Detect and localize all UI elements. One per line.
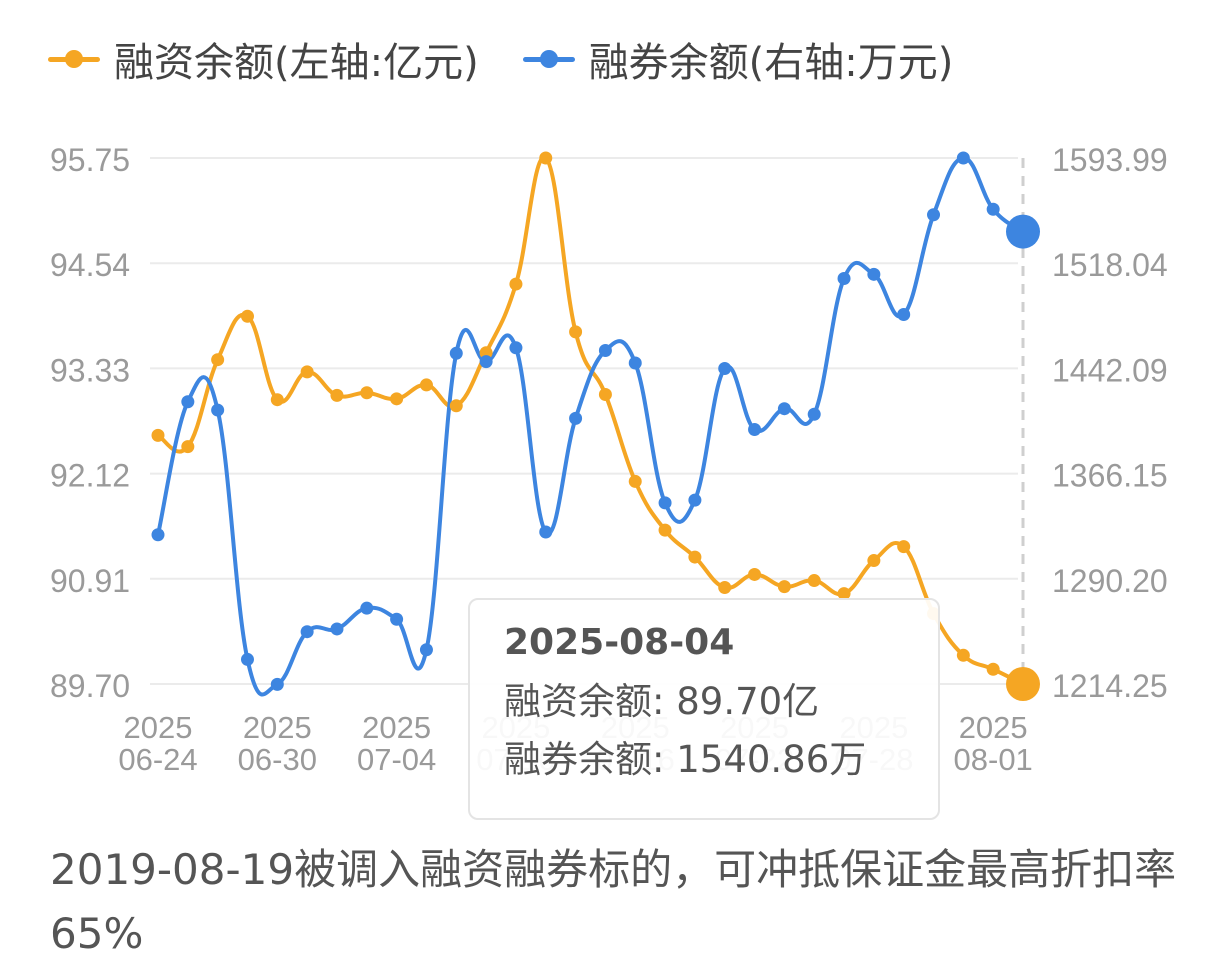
data-point-financing [419, 378, 433, 392]
data-point-securities [151, 528, 165, 542]
y-right-tick-label: 1214.25 [1052, 668, 1168, 704]
legend-item-securities[interactable]: 融券余额(右轴:万元) [522, 30, 954, 88]
data-point-securities [598, 344, 612, 358]
data-point-securities [986, 202, 1000, 216]
tooltip-financing-value: 89.70亿 [676, 680, 820, 723]
y-right-tick-label: 1442.09 [1052, 352, 1168, 388]
data-point-securities [300, 625, 314, 639]
y-left-tick-label: 90.91 [50, 563, 130, 599]
data-point-financing [360, 386, 374, 400]
x-tick-label-date: 06-24 [118, 742, 197, 777]
chart-legend: 融资余额(左轴:亿元) 融券余额(右轴:万元) [48, 30, 997, 88]
x-tick-label-date: 07-04 [357, 742, 436, 777]
data-point-financing [748, 567, 762, 581]
data-point-financing [181, 440, 195, 454]
data-point-securities [390, 612, 404, 626]
data-point-securities [181, 395, 195, 409]
y-left-tick-label: 89.70 [50, 668, 130, 704]
y-right-tick-label: 1593.99 [1052, 142, 1168, 178]
data-point-financing [539, 151, 553, 165]
points-layer [151, 151, 1040, 701]
x-tick-label-date: 08-01 [954, 742, 1033, 777]
y-right-tick-label: 1366.15 [1052, 458, 1168, 494]
data-point-financing [688, 550, 702, 564]
data-point-financing [270, 393, 284, 407]
data-point-financing [718, 580, 732, 594]
data-point-financing [777, 580, 791, 594]
data-point-financing [300, 365, 314, 379]
data-point-securities [360, 601, 374, 615]
data-point-securities [927, 208, 941, 222]
data-point-securities [777, 402, 791, 416]
data-point-securities [807, 407, 821, 421]
tooltip-securities-label: 融券余额: [504, 738, 665, 781]
data-point-financing [867, 554, 881, 568]
data-point-securities [956, 151, 970, 165]
y-right-tick-label: 1518.04 [1052, 247, 1168, 283]
data-point-securities [867, 267, 881, 281]
data-point-financing [569, 325, 583, 339]
data-point-financing [240, 309, 254, 323]
data-point-financing [211, 353, 225, 367]
margin-eligibility-note: 2019-08-19被调入融资融券标的，可冲抵保证金最高折扣率65% [50, 845, 1177, 958]
legend-label-securities: 融券余额(右轴:万元) [588, 40, 954, 86]
data-point-securities [569, 411, 583, 425]
data-tooltip: 2025-08-04 融资余额: 89.70亿 融券余额: 1540.86万 [468, 598, 940, 820]
data-point-financing [897, 540, 911, 554]
data-point-securities [658, 496, 672, 510]
y-left-tick-label: 95.75 [50, 142, 130, 178]
data-point-financing [658, 523, 672, 537]
data-point-financing [449, 399, 463, 413]
y-left-tick-label: 93.33 [50, 352, 130, 388]
tooltip-financing-row: 融资余额: 89.70亿 [504, 673, 904, 731]
y-right-tick-label: 1290.20 [1052, 563, 1168, 599]
data-point-securities [897, 308, 911, 322]
data-point-securities [688, 493, 702, 507]
data-point-financing [330, 388, 344, 402]
legend-marker-financing [48, 39, 100, 79]
y-left-tick-label: 94.54 [50, 247, 130, 283]
data-point-securities [837, 271, 851, 285]
data-point-securities [539, 525, 553, 539]
highlight-point-financing [1006, 667, 1040, 701]
grid-lines [150, 157, 1025, 685]
highlight-point-securities [1006, 214, 1040, 249]
x-tick-label-year: 2025 [124, 710, 193, 745]
data-point-securities [449, 346, 463, 360]
data-point-securities [479, 355, 493, 369]
series-line-securities [156, 155, 1025, 697]
data-point-securities [419, 643, 433, 657]
y-left-tick-label: 92.12 [50, 458, 130, 494]
data-point-financing [628, 474, 642, 488]
data-point-financing [986, 662, 1000, 676]
data-point-securities [330, 622, 344, 636]
data-point-financing [598, 387, 612, 401]
x-tick-label-year: 2025 [959, 710, 1028, 745]
data-point-securities [718, 362, 732, 376]
data-point-financing [956, 648, 970, 662]
x-tick-label-date: 06-30 [238, 742, 317, 777]
data-point-securities [628, 356, 642, 370]
data-point-financing [151, 428, 165, 442]
legend-label-financing: 融资余额(左轴:亿元) [114, 40, 479, 86]
data-point-securities [211, 403, 225, 417]
data-point-financing [807, 574, 821, 588]
tooltip-securities-row: 融券余额: 1540.86万 [504, 731, 904, 789]
data-point-financing [390, 392, 404, 406]
data-point-financing [837, 587, 851, 601]
tooltip-date: 2025-08-04 [504, 622, 735, 663]
data-point-securities [748, 422, 762, 436]
tooltip-financing-label: 融资余额: [504, 680, 665, 723]
data-point-financing [509, 277, 523, 291]
x-tick-label-year: 2025 [362, 710, 431, 745]
tooltip-securities-value: 1540.86万 [676, 738, 867, 781]
legend-item-financing[interactable]: 融资余额(左轴:亿元) [48, 30, 479, 88]
data-point-securities [240, 652, 254, 666]
data-point-securities [509, 341, 523, 355]
data-point-securities [270, 677, 284, 691]
x-tick-label-year: 2025 [243, 710, 312, 745]
legend-marker-securities [522, 39, 575, 79]
